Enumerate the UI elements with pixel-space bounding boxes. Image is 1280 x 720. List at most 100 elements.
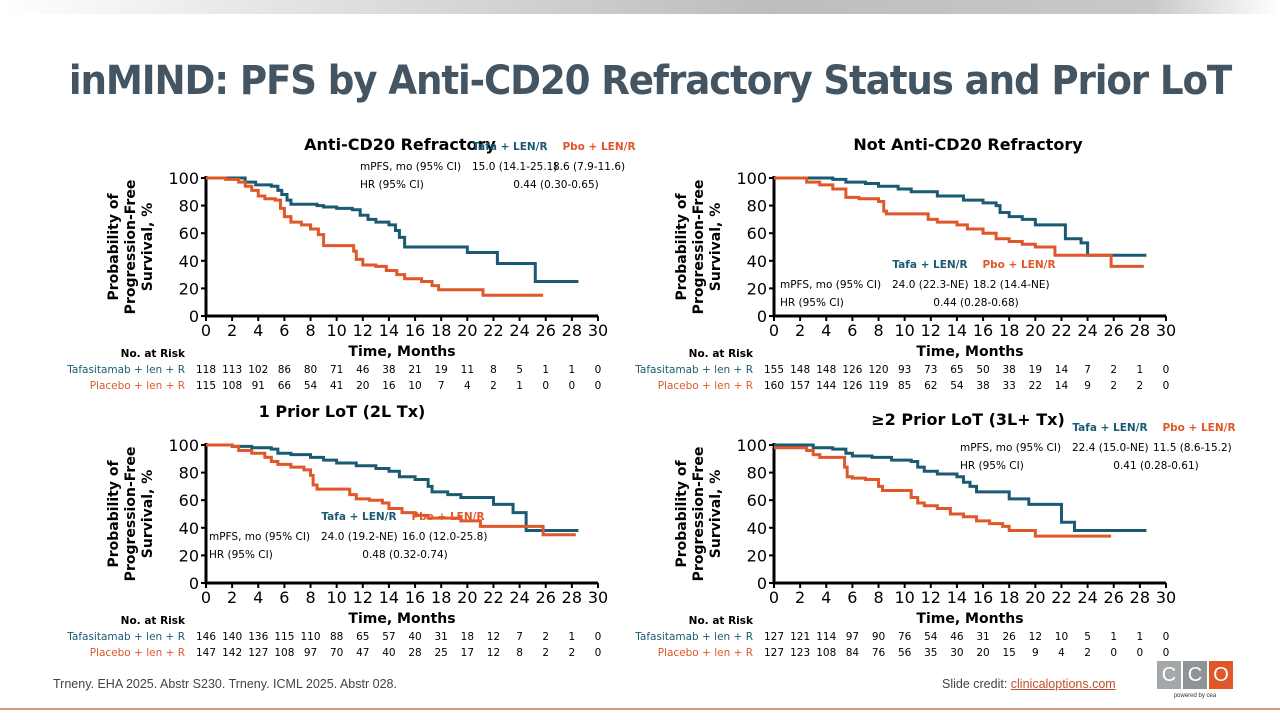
at-risk-value: 2 [569, 647, 576, 659]
at-risk-value: 5 [516, 364, 523, 376]
x-tick-label: 18 [999, 588, 1019, 607]
at-risk-value: 54 [924, 631, 938, 643]
footer-divider [0, 708, 1280, 710]
at-risk-value: 40 [408, 631, 421, 643]
at-risk-value: 126 [842, 364, 862, 376]
km-chart-2-plus-prior-lot: ≥2 Prior LoT (3L+ Tx) Probability of Progr… [634, 410, 1235, 659]
x-tick-label: 26 [1104, 588, 1124, 607]
chart-title: ≥2 Prior LoT (3L+ Tx) [871, 410, 1065, 429]
at-risk-value: 9 [1084, 380, 1091, 392]
at-risk-value: 0 [595, 647, 602, 659]
at-risk-value: 16 [382, 380, 396, 392]
at-risk-value: 19 [435, 364, 448, 376]
at-risk-header: No. at Risk [689, 615, 754, 627]
at-risk-value: 1 [516, 380, 523, 392]
x-tick-label: 30 [1156, 321, 1176, 340]
y-tick-label: 0 [757, 574, 767, 593]
at-risk-value: 90 [872, 631, 885, 643]
at-risk-value: 41 [330, 380, 343, 392]
x-tick-label: 12 [921, 588, 941, 607]
series-line-pbo [774, 176, 1144, 268]
at-risk-value: 1 [569, 631, 576, 643]
y-tick-label: 20 [179, 546, 199, 565]
hr-value: 0.48 (0.32-0.74) [362, 549, 447, 561]
x-tick-label: 14 [947, 588, 967, 607]
credit-link[interactable]: clinicaloptions.com [1010, 677, 1116, 691]
at-risk-value: 5 [1084, 631, 1091, 643]
x-tick-label: 20 [1025, 588, 1045, 607]
at-risk-value: 8 [490, 364, 497, 376]
at-risk-value: 12 [1029, 631, 1042, 643]
x-tick-label: 4 [821, 588, 831, 607]
at-risk-value: 1 [569, 364, 576, 376]
at-risk-value: 148 [790, 364, 810, 376]
at-risk-header: No. at Risk [121, 348, 186, 360]
at-risk-label-tafa: Tafasitamab + len + R [66, 364, 185, 376]
at-risk-value: 2 [542, 647, 549, 659]
at-risk-value: 85 [898, 380, 911, 392]
at-risk-label-pbo: Placebo + len + R [658, 380, 753, 392]
y-axis-label-line: Probability of [674, 460, 690, 568]
y-tick-label: 20 [747, 546, 767, 565]
mpfs-tafa-value: 15.0 (14.1-25.1) [472, 161, 557, 173]
at-risk-value: 1 [1110, 631, 1117, 643]
at-risk-value: 56 [898, 647, 912, 659]
at-risk-value: 0 [595, 380, 602, 392]
y-tick-label: 0 [189, 574, 199, 593]
y-axis-label: Probability of Progression-Free Survival, … [674, 447, 724, 582]
at-risk-value: 25 [435, 647, 448, 659]
y-tick-label: 80 [179, 197, 199, 216]
at-risk-value: 38 [382, 364, 395, 376]
at-risk-label-tafa: Tafasitamab + len + R [66, 631, 185, 643]
series-line-tafa [206, 176, 579, 283]
at-risk-label-pbo: Placebo + len + R [90, 380, 185, 392]
at-risk-value: 93 [898, 364, 911, 376]
at-risk-value: 62 [924, 380, 937, 392]
at-risk-value: 65 [950, 364, 963, 376]
at-risk-value: 14 [1055, 364, 1069, 376]
x-tick-label: 0 [201, 588, 211, 607]
at-risk-value: 65 [356, 631, 369, 643]
slide-credit: Slide credit: clinicaloptions.com [942, 677, 1116, 691]
x-tick-label: 14 [379, 321, 399, 340]
at-risk-value: 28 [408, 647, 421, 659]
legend-pbo: Pbo + LEN/R [562, 141, 635, 153]
x-tick-label: 28 [562, 321, 582, 340]
legend-tafa: Tafa + LEN/R [892, 259, 967, 271]
y-axis-label-line: Probability of [106, 193, 122, 301]
y-axis-label-line: Progression-Free [691, 180, 707, 315]
at-risk-value: 10 [1055, 631, 1068, 643]
at-risk-value: 1 [1137, 631, 1144, 643]
footer-reference: Trneny. EHA 2025. Abstr S230. Trneny. IC… [53, 677, 397, 691]
mpfs-pbo-value: 18.2 (14.4-NE) [973, 279, 1050, 291]
at-risk-value: 86 [278, 364, 292, 376]
x-tick-label: 4 [253, 321, 263, 340]
top-gradient-bar [0, 0, 1280, 14]
y-axis-label-line: Progression-Free [123, 180, 139, 315]
y-tick-label: 40 [179, 519, 199, 538]
x-tick-label: 20 [457, 588, 477, 607]
x-tick-label: 24 [509, 321, 529, 340]
y-axis-label-line: Probability of [106, 460, 122, 568]
at-risk-value: 0 [1163, 364, 1170, 376]
mpfs-pbo-value: 11.5 (8.6-15.2) [1153, 442, 1232, 454]
at-risk-value: 12 [487, 647, 500, 659]
slide-title: inMIND: PFS by Anti-CD20 Refractory Stat… [68, 58, 1232, 104]
at-risk-value: 136 [248, 631, 268, 643]
logo-letter-c1: C [1157, 661, 1181, 689]
cco-logo: C C O powered by cea [1157, 661, 1233, 701]
x-tick-label: 10 [326, 321, 346, 340]
at-risk-value: 47 [356, 647, 369, 659]
mpfs-tafa-value: 22.4 (15.0-NE) [1072, 442, 1149, 454]
at-risk-value: 7 [516, 631, 523, 643]
at-risk-value: 110 [301, 631, 321, 643]
at-risk-value: 4 [1058, 647, 1065, 659]
at-risk-value: 31 [435, 631, 448, 643]
y-tick-label: 20 [179, 279, 199, 298]
at-risk-value: 121 [790, 631, 810, 643]
mpfs-label: mPFS, mo (95% CI) [209, 531, 310, 543]
at-risk-value: 127 [248, 647, 268, 659]
x-tick-label: 22 [483, 321, 503, 340]
y-axis-label: Probability of Progression-Free Survival, … [106, 180, 156, 315]
x-axis-label: Time, Months [348, 611, 455, 627]
